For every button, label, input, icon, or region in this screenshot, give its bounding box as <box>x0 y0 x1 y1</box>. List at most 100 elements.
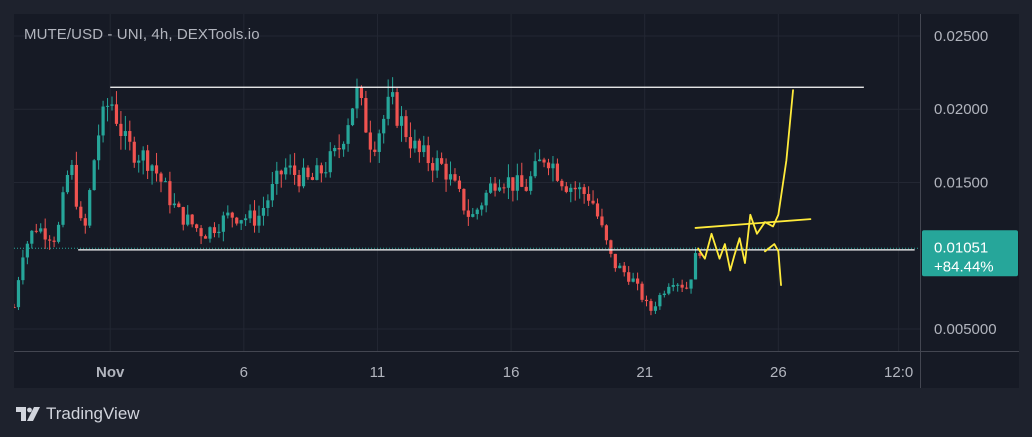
candle-up <box>391 92 395 97</box>
candle-down <box>560 180 564 187</box>
candle-down <box>293 165 297 175</box>
y-tick-label: 0.01500 <box>934 175 988 192</box>
chart-title: MUTE/USD - UNI, 4h, DEXTools.io <box>24 26 260 43</box>
candle-up <box>506 177 511 188</box>
candle-up <box>471 214 475 217</box>
x-tick-label: 21 <box>636 364 653 381</box>
candle-up <box>689 279 693 289</box>
candle-down <box>466 210 470 217</box>
candle-up <box>315 165 319 180</box>
candle-down <box>417 140 421 153</box>
candle-down <box>128 131 132 142</box>
candle-up <box>248 210 252 219</box>
candle-down <box>212 227 217 234</box>
candle-up <box>257 215 261 226</box>
candle-up <box>141 150 145 161</box>
candle-up <box>226 212 230 216</box>
x-tick-label: 16 <box>503 364 520 381</box>
candle-up <box>413 140 417 149</box>
candle-down <box>635 278 640 284</box>
candle-up <box>172 203 176 206</box>
candle-down <box>132 141 136 163</box>
candle-up <box>25 243 29 258</box>
candle-down <box>622 265 626 273</box>
price-badge <box>922 230 1018 277</box>
candle-down <box>146 150 150 171</box>
candle-up <box>569 187 573 192</box>
chart-pane[interactable] <box>14 14 1019 388</box>
candle-down <box>48 239 52 241</box>
candle-up <box>275 170 279 184</box>
candle-down <box>462 188 466 211</box>
candle-up <box>30 230 34 244</box>
candle-down <box>395 92 399 126</box>
candle-down <box>627 272 631 282</box>
candle-up <box>653 306 658 311</box>
candle-up <box>631 278 635 282</box>
candle-up <box>88 190 92 226</box>
candle-down <box>279 170 283 175</box>
candle-up <box>39 228 43 232</box>
annotation-side-path <box>764 243 782 286</box>
candle-down <box>199 228 203 237</box>
candle-down <box>493 183 497 191</box>
candle-down <box>640 283 644 300</box>
candle-up <box>350 108 355 126</box>
candle-up <box>208 227 212 239</box>
candle-down <box>119 123 123 137</box>
candle-down <box>573 187 577 190</box>
candle-up <box>658 295 662 307</box>
candle-up <box>65 174 70 193</box>
candle-down <box>582 187 586 194</box>
candle-up <box>261 207 266 216</box>
candle-down <box>511 177 515 191</box>
x-tick-label: 6 <box>240 364 248 381</box>
price-chart[interactable]: 0.02500 0.02000 0.01500 0.005000 0.01051 +84.… <box>14 14 1019 388</box>
candle-down <box>431 163 435 171</box>
candle-up <box>533 161 537 177</box>
tradingview-logo-icon[interactable] <box>14 404 42 424</box>
candle-down <box>373 149 377 152</box>
candle-up <box>538 159 542 162</box>
candle-down <box>680 284 684 288</box>
candle-down <box>359 87 364 99</box>
candle-up <box>61 192 65 225</box>
brand-name[interactable]: TradingView <box>46 404 140 423</box>
candle-up <box>301 167 306 187</box>
candle-up <box>551 163 555 169</box>
candle-up <box>377 133 381 152</box>
candle-down <box>684 287 689 289</box>
candle-up <box>244 218 248 221</box>
candle-up <box>101 106 105 136</box>
candle-down <box>542 159 546 163</box>
candle-up <box>239 220 243 224</box>
candle-up <box>435 158 439 171</box>
candle-down <box>79 206 83 219</box>
x-tick-label: 11 <box>370 364 386 381</box>
candle-down <box>600 216 604 226</box>
candle-up <box>399 116 404 126</box>
candle-down <box>74 164 78 207</box>
candle-up <box>386 96 390 119</box>
candle-down <box>698 253 702 256</box>
candle-down <box>453 174 457 181</box>
y-tick-label: 0.02000 <box>934 101 988 118</box>
candle-up <box>217 231 221 234</box>
candle-down <box>83 218 87 226</box>
candle-up <box>662 293 666 296</box>
candle-up <box>475 209 479 215</box>
candle-up <box>105 105 110 107</box>
candle-up <box>489 183 493 193</box>
candle-down <box>649 301 653 311</box>
candle-up <box>92 160 96 191</box>
candle-up <box>676 284 680 286</box>
candle-down <box>168 181 172 206</box>
candle-down <box>364 98 368 133</box>
candle-down <box>177 203 181 208</box>
candle-down <box>43 228 47 240</box>
candle-up <box>515 175 519 191</box>
candle-down <box>564 186 568 192</box>
candle-up <box>221 215 225 232</box>
candle-down <box>587 193 591 201</box>
candle-up <box>97 135 101 161</box>
